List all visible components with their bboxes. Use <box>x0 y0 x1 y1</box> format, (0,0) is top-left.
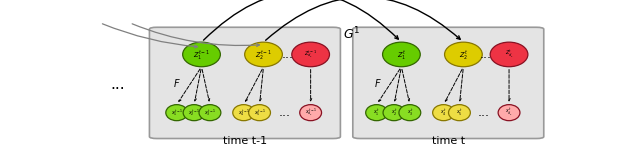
Ellipse shape <box>182 42 220 67</box>
Text: $x_1^{t-1}$: $x_1^{t-1}$ <box>171 107 183 118</box>
Text: $Z_1^{t}$: $Z_1^{t}$ <box>397 48 406 61</box>
Ellipse shape <box>233 105 255 121</box>
Ellipse shape <box>399 105 420 121</box>
Text: $x_2^{t}$: $x_2^{t}$ <box>390 108 397 118</box>
Text: time t-1: time t-1 <box>223 136 267 146</box>
Ellipse shape <box>498 105 520 121</box>
FancyBboxPatch shape <box>150 27 340 139</box>
Text: $x_3^{t}$: $x_3^{t}$ <box>406 108 413 118</box>
Text: $x_4^{t-1}$: $x_4^{t-1}$ <box>237 107 250 118</box>
Text: $G^1$: $G^1$ <box>343 26 360 43</box>
Ellipse shape <box>292 42 330 67</box>
Ellipse shape <box>490 42 528 67</box>
Text: $x_3^{t-1}$: $x_3^{t-1}$ <box>204 107 216 118</box>
Ellipse shape <box>365 105 388 121</box>
Ellipse shape <box>166 105 188 121</box>
Ellipse shape <box>383 42 420 67</box>
Text: $F$: $F$ <box>374 77 381 89</box>
Text: $x_{d_x}^{t}$: $x_{d_x}^{t}$ <box>505 107 513 118</box>
Ellipse shape <box>249 105 271 121</box>
Text: $x_{d_x}^{t-1}$: $x_{d_x}^{t-1}$ <box>305 107 317 118</box>
Text: ...: ... <box>279 106 291 119</box>
Text: $x_1^{t}$: $x_1^{t}$ <box>373 108 380 118</box>
Text: $Z_{d_z}^{t-1}$: $Z_{d_z}^{t-1}$ <box>304 49 317 60</box>
FancyBboxPatch shape <box>353 27 544 139</box>
Text: $x_4^{t}$: $x_4^{t}$ <box>440 108 447 118</box>
Text: ...: ... <box>480 48 492 61</box>
Text: $Z_2^{t-1}$: $Z_2^{t-1}$ <box>255 48 272 61</box>
Ellipse shape <box>244 42 282 67</box>
Ellipse shape <box>300 105 321 121</box>
Text: time t: time t <box>432 136 465 146</box>
Text: ...: ... <box>477 106 489 119</box>
Text: $x_5^{t}$: $x_5^{t}$ <box>456 108 463 118</box>
Ellipse shape <box>383 105 405 121</box>
Text: ...: ... <box>282 48 293 61</box>
Ellipse shape <box>449 105 470 121</box>
Text: ...: ... <box>110 77 125 92</box>
Ellipse shape <box>183 105 205 121</box>
Text: $Z_1^{t-1}$: $Z_1^{t-1}$ <box>193 48 210 61</box>
Ellipse shape <box>433 105 454 121</box>
Text: $x_5^{t-1}$: $x_5^{t-1}$ <box>253 107 266 118</box>
Ellipse shape <box>445 42 483 67</box>
Text: $x_2^{t-1}$: $x_2^{t-1}$ <box>188 107 200 118</box>
Text: $Z_{d_z}^{t}$: $Z_{d_z}^{t}$ <box>504 49 513 60</box>
Ellipse shape <box>199 105 221 121</box>
Text: $F$: $F$ <box>173 77 181 89</box>
Text: $Z_2^{t}$: $Z_2^{t}$ <box>459 48 468 61</box>
